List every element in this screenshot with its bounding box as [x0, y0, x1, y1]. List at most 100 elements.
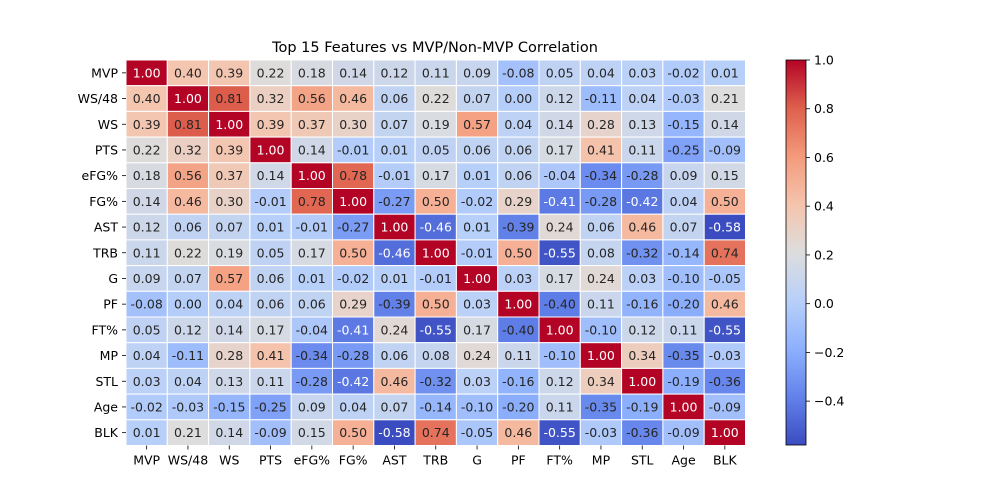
- heatmap-cell-label: 0.01: [711, 65, 739, 80]
- heatmap-cell-label: 0.04: [339, 399, 367, 414]
- heatmap-cell-label: 0.17: [422, 168, 450, 183]
- heatmap-cell-label: 0.07: [463, 91, 491, 106]
- colorbar-tick-label: 0.4: [814, 199, 834, 214]
- heatmap-cell-FG%-MVP: [125, 188, 168, 215]
- colorbar-tick-label: 0.0: [814, 296, 834, 311]
- heatmap-cell-label: -0.20: [502, 399, 534, 414]
- heatmap-cell-label: -0.55: [420, 322, 452, 337]
- heatmap-cell-MP-STL: [621, 342, 664, 369]
- heatmap-cell-label: 0.50: [339, 245, 367, 260]
- heatmap-cell-label: 0.01: [298, 271, 326, 286]
- heatmap-cells: [125, 59, 747, 446]
- heatmap-cell-Age-FT%: [538, 393, 581, 421]
- heatmap-cell-label: 0.15: [298, 425, 326, 440]
- heatmap-cell-eFG%-BLK: [703, 162, 747, 190]
- heatmap-cell-label: 0.11: [628, 142, 656, 157]
- heatmap-cell-label: 0.78: [298, 194, 326, 209]
- heatmap-cell-PF-MP: [579, 290, 623, 318]
- heatmap-cell-label: -0.39: [378, 297, 410, 312]
- heatmap-cell-label: -0.46: [420, 220, 452, 235]
- heatmap-cell-label: 0.74: [711, 245, 739, 260]
- heatmap-cell-label: 0.03: [463, 374, 491, 389]
- heatmap-cell-BLK-PTS: [249, 419, 292, 446]
- heatmap-cell-FG%-Age: [662, 188, 705, 215]
- heatmap-cell-label: -0.27: [337, 220, 369, 235]
- heatmap-cell-TRB-FT%: [538, 239, 581, 267]
- heatmap-cell-label: 0.06: [298, 297, 326, 312]
- heatmap-cell-PTS-TRB: [414, 136, 457, 164]
- heatmap-cell-TRB-PF: [497, 239, 540, 267]
- heatmap-cell-label: 0.29: [339, 297, 367, 312]
- heatmap-cell-label: 0.46: [711, 297, 739, 312]
- heatmap-cell-label: -0.10: [543, 348, 575, 363]
- heatmap-cell-label: 0.24: [463, 348, 491, 363]
- x-tick-label: BLK: [713, 453, 738, 468]
- heatmap-cell-label: -0.03: [172, 399, 204, 414]
- heatmap-cell-label: -0.32: [420, 374, 452, 389]
- y-tick-label: WS/48: [78, 91, 118, 106]
- heatmap-cell-label: -0.01: [378, 168, 410, 183]
- heatmap-cell-WS/48-AST: [373, 85, 416, 112]
- heatmap-cell-label: 0.30: [339, 117, 367, 132]
- heatmap-cell-label: -0.02: [130, 399, 162, 414]
- heatmap-cell-BLK-AST: [373, 419, 416, 446]
- heatmap-cell-label: 1.00: [133, 65, 161, 80]
- heatmap-cell-label: -0.20: [667, 297, 699, 312]
- heatmap-cell-G-FG%: [332, 265, 375, 292]
- heatmap-cell-Age-AST: [373, 393, 416, 421]
- heatmap-cell-label: 0.28: [215, 348, 243, 363]
- heatmap-cell-G-AST: [373, 265, 416, 292]
- heatmap-cell-MP-MVP: [125, 342, 168, 369]
- heatmap-cell-label: 0.46: [174, 194, 202, 209]
- heatmap-cell-label: -0.03: [667, 91, 699, 106]
- heatmap-cell-label: 0.28: [587, 117, 615, 132]
- heatmap-cell-PTS-FT%: [538, 136, 581, 164]
- heatmap-cell-FT%-MVP: [125, 316, 168, 344]
- heatmap-cell-label: 0.00: [174, 297, 202, 312]
- heatmap-cell-eFG%-STL: [621, 162, 664, 190]
- heatmap-cell-label: -0.11: [585, 91, 617, 106]
- heatmap-cell-label: 0.34: [628, 348, 656, 363]
- heatmap-cell-label: 1.00: [339, 194, 367, 209]
- heatmap-cell-FT%-BLK: [703, 316, 747, 344]
- y-tick-label: BLK: [94, 425, 119, 440]
- heatmap-cell-WS/48-FG%: [332, 85, 375, 112]
- heatmap-cell-label: 0.40: [133, 91, 161, 106]
- heatmap-cell-G-TRB: [414, 265, 457, 292]
- heatmap-cell-label: 0.07: [174, 271, 202, 286]
- heatmap-cell-FG%-WS: [208, 188, 251, 215]
- heatmap-cell-label: 0.01: [257, 220, 285, 235]
- heatmap-cell-FG%-FG%: [332, 188, 375, 215]
- heatmap-cell-label: 0.07: [215, 220, 243, 235]
- x-tick-label: MVP: [133, 453, 160, 468]
- heatmap-cell-label: 0.03: [628, 271, 656, 286]
- heatmap-cell-label: -0.40: [502, 322, 534, 337]
- colorbar-tick-label: 0.8: [814, 101, 834, 116]
- heatmap-cell-label: 0.17: [546, 271, 574, 286]
- heatmap-cell-label: 0.12: [628, 322, 656, 337]
- heatmap-cell-Age-MP: [579, 393, 623, 421]
- heatmap-cell-label: 0.40: [174, 65, 202, 80]
- heatmap-cell-label: 0.13: [215, 374, 243, 389]
- heatmap-cell-G-MP: [579, 265, 623, 292]
- heatmap-cell-label: -0.09: [709, 142, 741, 157]
- heatmap-cell-label: -0.28: [626, 168, 658, 183]
- heatmap-cell-label: 0.06: [174, 220, 202, 235]
- heatmap-cell-BLK-G: [455, 419, 499, 446]
- heatmap-cell-Age-WS/48: [166, 393, 210, 421]
- heatmap-cell-label: -0.01: [337, 142, 369, 157]
- heatmap-cell-eFG%-TRB: [414, 162, 457, 190]
- heatmap-cell-label: -0.35: [585, 399, 617, 414]
- heatmap-cell-FG%-AST: [373, 188, 416, 215]
- heatmap-cell-label: 0.78: [339, 168, 367, 183]
- heatmap-cell-label: 0.14: [298, 142, 326, 157]
- heatmap-cell-label: 0.17: [463, 322, 491, 337]
- heatmap-cell-label: 0.08: [587, 245, 615, 260]
- x-tick-label: FT%: [546, 453, 573, 468]
- chart-title: Top 15 Features vs MVP/Non-MVP Correlati…: [271, 40, 598, 56]
- heatmap-cell-BLK-TRB: [414, 419, 457, 446]
- heatmap-cell-label: -0.34: [585, 168, 617, 183]
- heatmap-cell-label: 0.46: [628, 220, 656, 235]
- heatmap-cell-STL-TRB: [414, 367, 457, 395]
- heatmap-cell-label: 0.03: [133, 374, 161, 389]
